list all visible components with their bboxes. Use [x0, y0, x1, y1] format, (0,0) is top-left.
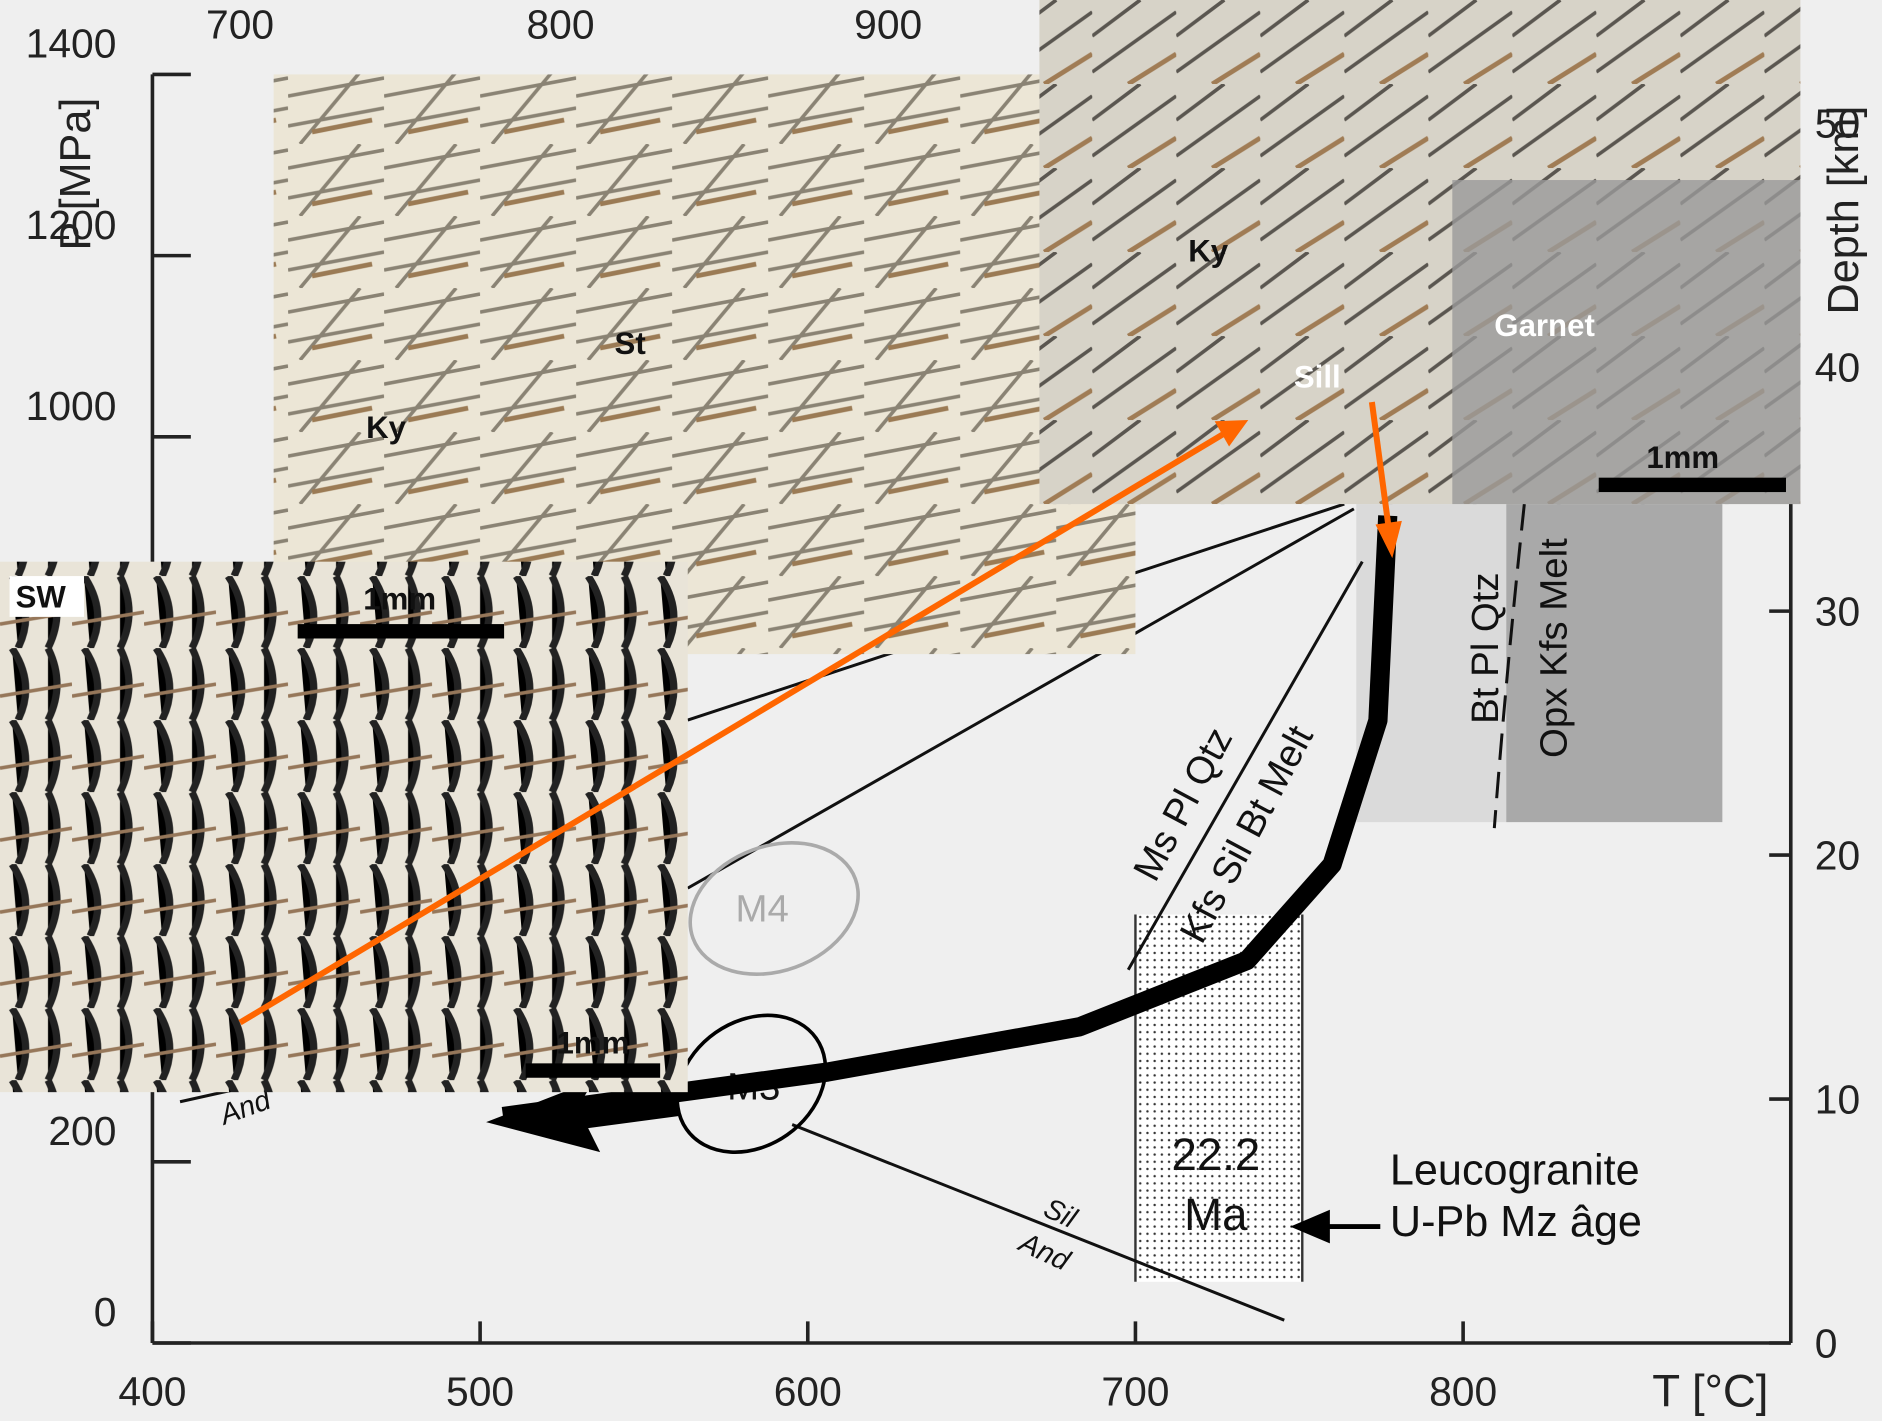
scale-label: 1mm [363, 582, 436, 617]
x-tick-label: 600 [774, 1368, 842, 1414]
scale-bar [1598, 477, 1786, 493]
y-tick-label: 200 [48, 1108, 116, 1154]
link-arrow [238, 429, 1229, 1026]
y2-axis-title: Depth [km] [1820, 106, 1868, 315]
top-tick-label: 800 [526, 1, 594, 47]
y2-tick-label: 10 [1815, 1076, 1860, 1122]
photo-label: Ky [366, 410, 407, 445]
x-axis-title: T [°C] [1652, 1366, 1768, 1417]
y2-tick-label: 20 [1815, 832, 1860, 878]
photo [273, 74, 1136, 655]
reaction-line [687, 507, 1355, 890]
y-tick-label: 0 [94, 1289, 117, 1335]
x-tick-label: 700 [1101, 1368, 1169, 1414]
age-value: 22.2 [1171, 1129, 1260, 1180]
label-reactants: Bt Pl Qtz [1464, 572, 1507, 723]
photo-label: Sill [1294, 360, 1341, 395]
link-arrow [1368, 401, 1392, 529]
y2-tick-label: 30 [1815, 589, 1860, 635]
top-tick-label: 900 [854, 1, 922, 47]
photomicrographs: St Ky 1mm Ky Garnet Sill 1mm SW 1mm [0, 0, 1801, 1093]
y-tick-label: 1000 [26, 383, 117, 429]
pt-path [501, 515, 1398, 1126]
age-unit: Ma [1184, 1189, 1248, 1240]
top-tick-label: 700 [206, 1, 274, 47]
m3-ellipse [675, 1013, 828, 1154]
scale-bar [525, 1063, 661, 1078]
label-sil: Sil [1039, 1192, 1083, 1235]
y-axis-title: P [MPa] [52, 98, 100, 251]
photo-label: Ky [1188, 234, 1229, 269]
x-tick-label: 500 [446, 1368, 514, 1414]
age-arrowhead [1290, 1209, 1330, 1244]
link-arrowhead [1214, 420, 1249, 447]
field-dark [1506, 504, 1723, 823]
garnet-grain [1452, 180, 1801, 505]
photo-label: SW [16, 579, 67, 614]
scale-label: 1mm [557, 1026, 630, 1061]
m4-ellipse [688, 841, 860, 976]
reaction-line [1126, 560, 1364, 971]
age-method-label: U-Pb Mz âge [1390, 1198, 1642, 1246]
photo-label: Garnet [1494, 308, 1595, 343]
label-m4: M4 [735, 888, 788, 931]
scale-label: 1mm [1646, 440, 1719, 475]
y2-tick-label: 0 [1815, 1320, 1838, 1366]
link-arrowhead [1375, 520, 1402, 559]
reaction-line [791, 1123, 1285, 1322]
reaction-dashed [1492, 503, 1526, 829]
y-tick-label: 1200 [26, 202, 117, 248]
photo [0, 561, 688, 1093]
x-tick-label: 400 [118, 1368, 186, 1414]
label-box [9, 576, 85, 617]
scale-bar [297, 624, 505, 639]
photo-label: St [615, 326, 646, 361]
label-products: Opx Kfs Melt [1532, 538, 1575, 758]
y-tick-label: 1400 [26, 21, 117, 67]
leucogranite-label: Leucogranite [1390, 1147, 1640, 1195]
path-arrowhead [486, 1080, 679, 1153]
x-tick-label: 800 [1429, 1368, 1497, 1414]
y2-tick-label: 50 [1815, 101, 1860, 147]
y2-tick-label: 40 [1815, 345, 1860, 391]
